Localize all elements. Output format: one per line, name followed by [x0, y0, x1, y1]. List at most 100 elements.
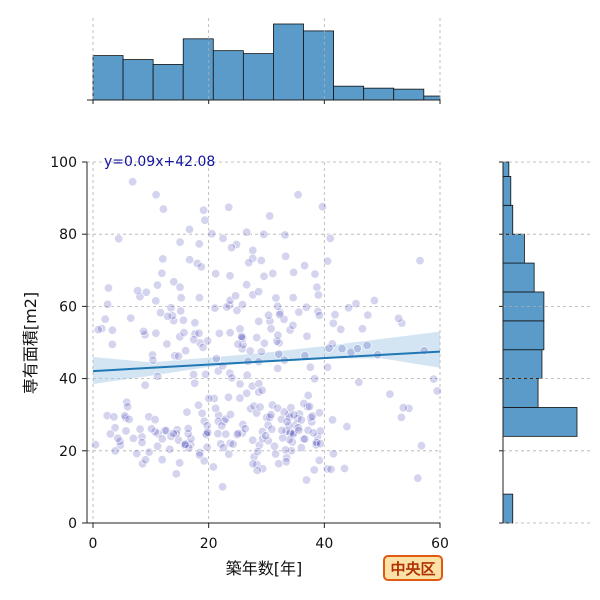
scatter-point	[194, 328, 204, 338]
scatter-point	[202, 442, 212, 452]
scatter-point	[153, 280, 163, 290]
scatter-point	[248, 435, 258, 445]
scatter-point	[397, 318, 407, 328]
scatter-point	[213, 429, 223, 439]
scatter-point	[258, 464, 268, 474]
scatter-point	[151, 296, 161, 306]
scatter-point	[232, 305, 242, 315]
scatter-point	[213, 416, 223, 426]
scatter-point	[235, 393, 245, 403]
scatter-point	[194, 239, 204, 249]
scatter-point	[344, 303, 354, 313]
scatter-point	[194, 293, 204, 303]
scatter-point	[275, 310, 285, 320]
scatter-point	[317, 202, 327, 212]
scatter-point	[190, 318, 200, 328]
scatter-point	[174, 351, 184, 361]
scatter-point	[198, 342, 208, 352]
scatter-point	[362, 340, 372, 350]
scatter-point	[166, 303, 176, 313]
scatter-points	[91, 177, 442, 492]
scatter-point	[288, 320, 298, 330]
scatter-point	[221, 414, 231, 424]
scatter-point	[300, 261, 310, 271]
scatter-point	[218, 482, 228, 492]
scatter-point	[363, 310, 373, 320]
scatter-point	[279, 407, 289, 417]
scatter-point	[242, 280, 252, 290]
scatter-point	[330, 310, 340, 320]
scatter-point	[147, 424, 157, 434]
scatter-point	[248, 290, 258, 300]
scatter-point	[137, 437, 147, 447]
top-hist-bar	[242, 53, 274, 101]
scatter-point	[175, 282, 185, 292]
scatter-point	[162, 339, 172, 349]
scatter-point	[115, 440, 125, 450]
scatter-point	[266, 410, 276, 420]
scatter-point	[339, 463, 349, 473]
scatter-point	[199, 456, 209, 466]
right-hist-bar	[502, 161, 510, 177]
scatter-point	[133, 286, 143, 296]
scatter-point	[227, 243, 237, 253]
scatter-point	[303, 390, 313, 400]
scatter-point	[385, 389, 395, 399]
scatter-point	[151, 328, 161, 338]
right-hist-bar	[502, 233, 525, 264]
main-axes: 0 20 40 60 0 20 40 60 80 100	[50, 155, 449, 552]
scatter-point	[267, 400, 277, 410]
scatter-point	[225, 438, 235, 448]
top-hist-bar	[423, 95, 441, 101]
scatter-point	[257, 385, 267, 395]
scatter-point	[141, 287, 151, 297]
scatter-point	[197, 408, 207, 418]
regression-line	[92, 350, 441, 373]
scatter-point	[249, 452, 259, 462]
scatter-point	[165, 444, 175, 454]
scatter-point	[225, 368, 235, 378]
scatter-point	[273, 330, 283, 340]
scatter-point	[151, 190, 161, 200]
scatter-point	[104, 283, 114, 293]
scatter-point	[225, 328, 235, 338]
scatter-point	[301, 302, 311, 312]
scatter-point	[97, 324, 107, 334]
scatter-point	[253, 447, 263, 457]
scatter-point	[123, 402, 133, 412]
scatter-point	[208, 462, 218, 472]
scatter-point	[304, 401, 314, 411]
confidence-band-layer	[93, 331, 440, 385]
scatter-point	[252, 465, 262, 475]
confidence-band	[93, 331, 440, 385]
regression-layer	[92, 350, 441, 373]
scatter-point	[247, 381, 257, 391]
scatter-point	[284, 409, 294, 419]
scatter-point	[242, 227, 252, 237]
scatter-point	[169, 277, 179, 287]
x-tick-label: 0	[89, 536, 98, 552]
scatter-point	[158, 254, 168, 264]
scatter-point	[352, 344, 362, 354]
scatter-point	[299, 398, 309, 408]
scatter-point	[237, 331, 247, 341]
scatter-point	[211, 354, 221, 364]
y-tick-label: 40	[59, 372, 77, 388]
scatter-point	[182, 407, 192, 417]
scatter-point	[227, 373, 237, 383]
scatter-point	[255, 402, 265, 412]
scatter-point	[190, 378, 200, 388]
scatter-point	[310, 374, 320, 384]
scatter-point	[242, 370, 252, 380]
scatter-point	[103, 299, 113, 309]
right-hist-bar	[502, 262, 535, 293]
x-tick-label: 40	[315, 536, 333, 552]
scatter-point	[351, 299, 361, 309]
scatter-point	[300, 434, 310, 444]
scatter-point	[322, 464, 332, 474]
scatter-point	[288, 293, 298, 303]
scatter-point	[224, 449, 234, 459]
scatter-point	[308, 428, 318, 438]
scatter-point	[254, 287, 264, 297]
scatter-point	[323, 256, 333, 266]
